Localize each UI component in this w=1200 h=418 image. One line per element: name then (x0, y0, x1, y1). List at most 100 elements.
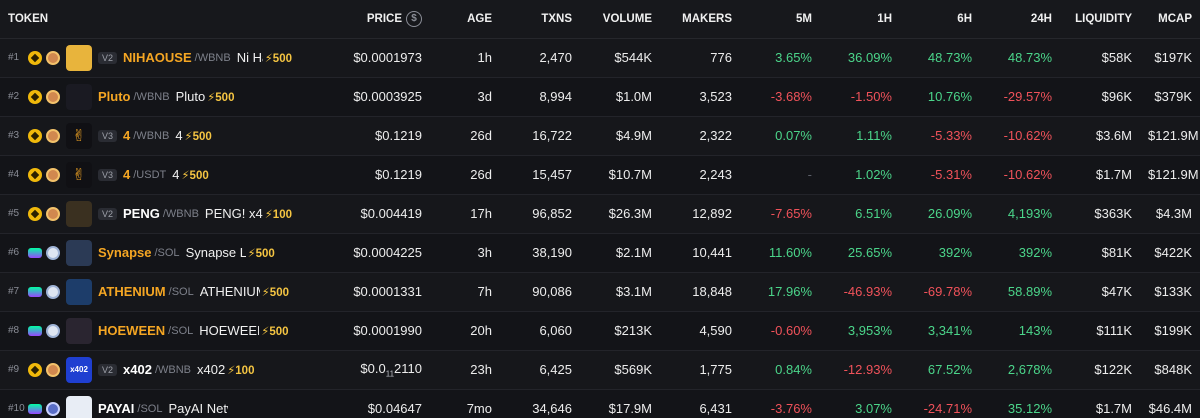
token-avatar: ✌ (66, 161, 92, 188)
header-5m[interactable]: 5M (740, 0, 820, 39)
bnb-chain-icon (28, 206, 42, 221)
table-row[interactable]: #1 V2 NIHAOUSE /WBNB Ni Haouse ⚡500 $0.0… (0, 38, 1200, 77)
token-cell[interactable]: #7 ATHENIUM /SOL ATHENIUM ⚡500 (0, 272, 300, 311)
token-symbol: PENG (123, 206, 160, 221)
age-cell: 7h (477, 284, 492, 299)
change-5m-cell: -7.65% (770, 206, 812, 221)
header-price[interactable]: PRICE $ (300, 0, 430, 39)
token-avatar (66, 278, 92, 305)
liquidity-cell: $81K (1101, 245, 1132, 260)
table-row[interactable]: #4 ✌ V3 4 /USDT 4 ⚡500 $0.1219 26d 15,45… (0, 155, 1200, 194)
token-name: 4 (172, 167, 180, 182)
mcap-cell: $4.3M (1155, 206, 1192, 221)
rank: #4 (8, 169, 20, 180)
boost-badge[interactable]: ⚡500 (181, 169, 209, 182)
header-makers[interactable]: MAKERS (660, 0, 740, 39)
boost-badge[interactable]: ⚡500 (247, 247, 275, 260)
table-row[interactable]: #7 ATHENIUM /SOL ATHENIUM ⚡500 $0.000133… (0, 272, 1200, 311)
price-cell: $0.0003925 (300, 77, 430, 116)
token-cell[interactable]: #10 PAYAI /SOL PayAI Network (0, 389, 300, 418)
price-value: $0.0 (360, 360, 386, 376)
header-txns[interactable]: TXNS (500, 0, 580, 39)
solana-chain-icon (28, 403, 42, 414)
rank: #1 (8, 52, 20, 63)
pancakeswap-icon (46, 128, 60, 143)
age-cell: 3d (477, 89, 492, 104)
token-cell[interactable]: #1 V2 NIHAOUSE /WBNB Ni Haouse ⚡500 (0, 38, 300, 77)
price-value: $0.0001990 (353, 323, 422, 338)
header-token[interactable]: TOKEN (0, 0, 300, 39)
solana-chain-icon (28, 325, 42, 336)
table-row[interactable]: #6 Synapse /SOL Synapse League ⚡500 $0.0… (0, 233, 1200, 272)
rank: #2 (8, 91, 20, 102)
mcap-cell: $197K (1154, 50, 1192, 65)
boost-badge[interactable]: ⚡500 (261, 325, 289, 338)
token-name: ATHENIUM (199, 284, 260, 299)
token-cell[interactable]: #9 x402 V2 x402 /WBNB x402 ⚡100 (0, 350, 300, 389)
currency-toggle-icon[interactable]: $ (406, 10, 422, 27)
header-liquidity[interactable]: LIQUIDITY (1060, 0, 1140, 39)
dex-version-badge: V2 (98, 207, 118, 220)
table-row[interactable]: #9 x402 V2 x402 /WBNB x402 ⚡100 $0.01121… (0, 350, 1200, 389)
txns-cell: 6,060 (539, 323, 572, 338)
table-row[interactable]: #5 V2 PENG /WBNB PENG! x402 ⚡100 $0.0044… (0, 194, 1200, 233)
mcap-cell: $133K (1154, 284, 1192, 299)
price-value: $0.1219 (375, 128, 422, 143)
token-cell[interactable]: #6 Synapse /SOL Synapse League ⚡500 (0, 233, 300, 272)
mcap-cell: $848K (1154, 362, 1192, 377)
liquidity-cell: $1.7M (1095, 167, 1132, 182)
quote-pair: /WBNB (133, 90, 170, 103)
change-1h-cell: -12.93% (843, 362, 892, 377)
token-symbol: 4 (123, 128, 131, 143)
token-cell[interactable]: #3 ✌ V3 4 /WBNB 4 ⚡500 (0, 116, 300, 155)
table-header-row: TOKEN PRICE $ AGE TXNS VOLUME MAKERS 5M 1… (0, 0, 1200, 39)
token-cell[interactable]: #4 ✌ V3 4 /USDT 4 ⚡500 (0, 155, 300, 194)
boost-badge[interactable]: ⚡500 (184, 130, 212, 143)
table-row[interactable]: #8 HOEWEEN /SOL HOEWEEN ⚡500 $0.0001990 … (0, 311, 1200, 350)
volume-cell: $17.9M (608, 401, 652, 416)
token-cell[interactable]: #8 HOEWEEN /SOL HOEWEEN ⚡500 (0, 311, 300, 350)
pancakeswap-icon (46, 362, 60, 377)
quote-pair: /USDT (133, 168, 167, 181)
token-cell[interactable]: #5 V2 PENG /WBNB PENG! x402 ⚡100 (0, 194, 300, 233)
token-name: Synapse League (185, 245, 246, 260)
token-cell[interactable]: #2 Pluto /WBNB Pluto ⚡500 (0, 77, 300, 116)
header-6h[interactable]: 6H (900, 0, 980, 39)
boost-badge[interactable]: ⚡500 (264, 52, 292, 65)
volume-cell: $1.0M (615, 89, 652, 104)
table-row[interactable]: #2 Pluto /WBNB Pluto ⚡500 $0.0003925 3d … (0, 77, 1200, 116)
header-1h[interactable]: 1H (820, 0, 900, 39)
quote-pair: /WBNB (154, 363, 191, 376)
header-age[interactable]: AGE (430, 0, 500, 39)
header-24h[interactable]: 24H (980, 0, 1060, 39)
dex-version-badge: V2 (98, 51, 118, 64)
rank: #5 (8, 208, 20, 219)
token-name: 4 (175, 128, 183, 143)
bnb-chain-icon (28, 167, 42, 182)
table-row[interactable]: #3 ✌ V3 4 /WBNB 4 ⚡500 $0.1219 26d 16,72… (0, 116, 1200, 155)
price-value: $0.0003925 (353, 89, 422, 104)
token-name: x402 (197, 362, 226, 377)
pancakeswap-icon (46, 50, 60, 65)
dex-version-badge: V2 (98, 363, 118, 376)
volume-cell: $4.9M (615, 128, 652, 143)
age-cell: 17h (470, 206, 492, 221)
change-6h-cell: 3,341% (927, 323, 972, 338)
txns-cell: 34,646 (532, 401, 572, 416)
boost-badge[interactable]: ⚡500 (261, 286, 289, 299)
quote-pair: /SOL (137, 402, 163, 415)
price-tail: 2110 (394, 360, 422, 376)
boost-badge[interactable]: ⚡100 (264, 208, 292, 221)
boost-badge[interactable]: ⚡500 (207, 91, 235, 104)
header-mcap[interactable]: MCAP (1140, 0, 1200, 39)
header-volume[interactable]: VOLUME (580, 0, 660, 39)
change-24h-cell: 4,193% (1007, 206, 1052, 221)
boost-badge[interactable]: ⚡100 (227, 364, 255, 377)
rank: #9 (8, 364, 20, 375)
table-row[interactable]: #10 PAYAI /SOL PayAI Network $0.04647 7m… (0, 389, 1200, 418)
token-symbol: ATHENIUM (98, 284, 166, 299)
header-price-label: PRICE (366, 12, 402, 25)
liquidity-cell: $96K (1101, 89, 1132, 104)
volume-cell: $569K (614, 362, 652, 377)
price-cell: $0.1219 (300, 155, 430, 194)
